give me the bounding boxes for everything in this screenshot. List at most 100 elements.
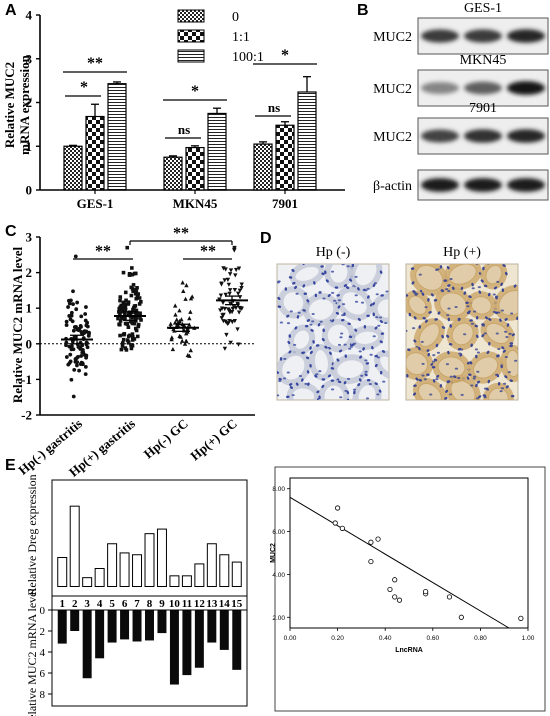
sig-label: ns bbox=[268, 100, 280, 115]
cell-nucleus bbox=[303, 292, 308, 295]
cell-nucleus bbox=[344, 354, 347, 358]
sample-number-label: 4 bbox=[97, 598, 103, 610]
cell-nucleus bbox=[396, 315, 400, 319]
point-hp-pos-gastritis bbox=[126, 312, 131, 316]
point-hp-pos-gastritis bbox=[118, 295, 123, 299]
point-hp-neg-gastritis bbox=[66, 362, 71, 367]
muc2-bar-3 bbox=[82, 610, 92, 679]
point-hp-neg-gastritis bbox=[71, 328, 76, 333]
cell-nucleus bbox=[337, 410, 341, 414]
point-hp-pos-gastritis bbox=[119, 316, 124, 321]
gland-stain bbox=[485, 264, 503, 285]
y-tick-label: 1 bbox=[26, 139, 33, 154]
cell-nucleus bbox=[427, 352, 430, 357]
stroma-nucleus bbox=[413, 292, 417, 295]
blot-band bbox=[464, 129, 502, 143]
cell-nucleus bbox=[482, 266, 485, 271]
point-hp-pos-gastritis bbox=[135, 334, 140, 339]
point-hp-pos-gc bbox=[236, 342, 241, 347]
cell-nucleus bbox=[390, 351, 394, 355]
cell-nucleus bbox=[485, 316, 488, 320]
stroma-nucleus bbox=[474, 348, 479, 351]
stroma-nucleus bbox=[360, 301, 365, 304]
sig-label: ** bbox=[87, 55, 103, 72]
cell-nucleus bbox=[487, 379, 491, 384]
blot-label: MUC2 bbox=[373, 82, 412, 97]
stroma-nucleus bbox=[373, 282, 377, 285]
scatter-point bbox=[396, 597, 403, 603]
cell-nucleus bbox=[286, 314, 290, 318]
point-hp-neg-gc bbox=[179, 338, 185, 343]
stroma-nucleus bbox=[341, 303, 346, 306]
cell-nucleus bbox=[485, 405, 489, 409]
cell-nucleus bbox=[294, 285, 298, 290]
cell-nucleus bbox=[418, 346, 421, 351]
point-hp-pos-gastritis bbox=[118, 311, 122, 316]
point-hp-neg-gc bbox=[169, 335, 175, 340]
point-hp-neg-gastritis bbox=[71, 289, 75, 294]
cell-nucleus bbox=[309, 364, 312, 368]
stroma-nucleus bbox=[341, 264, 345, 266]
scatter-point bbox=[392, 594, 398, 600]
stroma-nucleus bbox=[365, 397, 370, 400]
y-tick-label: 2 bbox=[26, 265, 33, 280]
point-hp-pos-gc bbox=[224, 332, 229, 338]
cell-nucleus bbox=[431, 366, 436, 369]
cell-nucleus bbox=[411, 281, 415, 285]
blot-cell-title: MKN45 bbox=[460, 53, 507, 68]
point-hp-pos-gastritis bbox=[137, 302, 142, 306]
cell-nucleus bbox=[467, 373, 472, 376]
y-tick-label: -2 bbox=[21, 408, 32, 423]
point-hp-pos-gastritis bbox=[130, 338, 135, 342]
panel-e-top-ylabel: Relative Dreg expression bbox=[25, 474, 39, 595]
point-hp-neg-gc bbox=[170, 346, 176, 352]
stroma-nucleus bbox=[414, 293, 418, 296]
cell-nucleus bbox=[338, 349, 343, 353]
stroma-nucleus bbox=[349, 345, 353, 348]
sample-number-label: 12 bbox=[194, 598, 206, 610]
cell-nucleus bbox=[289, 386, 293, 389]
stroma-nucleus bbox=[318, 370, 322, 373]
gland-cytoplasm bbox=[349, 264, 383, 292]
stroma-nucleus bbox=[340, 332, 344, 335]
sig-label: * bbox=[281, 47, 289, 64]
cell-nucleus bbox=[357, 318, 361, 322]
blot-band bbox=[421, 81, 459, 95]
point-hp-neg-gastritis bbox=[87, 331, 91, 336]
point-hp-pos-gastritis bbox=[125, 245, 130, 250]
y-tick-label: 2 bbox=[40, 626, 46, 638]
x-tick-label: 0.00 bbox=[284, 635, 297, 642]
point-hp-neg-gastritis bbox=[84, 353, 89, 358]
muc2-bar-6 bbox=[120, 610, 130, 640]
cell-nucleus bbox=[330, 367, 335, 370]
cell-nucleus bbox=[503, 409, 507, 413]
muc2-bar-2 bbox=[70, 610, 80, 631]
x-category-label: GES-1 bbox=[77, 196, 114, 211]
panel-letter-e: E bbox=[5, 457, 16, 474]
cell-nucleus bbox=[501, 288, 505, 292]
cell-nucleus bbox=[449, 324, 452, 328]
point-hp-pos-gastritis bbox=[123, 307, 128, 312]
gland-stain bbox=[450, 379, 476, 400]
cell-nucleus bbox=[353, 404, 357, 408]
cell-nucleus bbox=[466, 376, 470, 380]
cell-nucleus bbox=[380, 294, 384, 297]
stroma-nucleus bbox=[364, 289, 368, 292]
point-hp-neg-gastritis bbox=[84, 305, 88, 309]
dreg-bar-8 bbox=[144, 533, 155, 588]
dreg-bar-10 bbox=[169, 575, 180, 587]
cell-nucleus bbox=[439, 384, 443, 388]
cell-nucleus bbox=[400, 361, 404, 365]
gland-stain bbox=[439, 292, 467, 317]
y-tick-label: 1 bbox=[26, 301, 33, 316]
cell-nucleus bbox=[504, 318, 508, 321]
point-hp-pos-gc bbox=[239, 282, 244, 287]
point-hp-pos-gastritis bbox=[126, 340, 131, 344]
panel-a-legend: 0 1:1 100:1 bbox=[177, 9, 264, 65]
cell-nucleus bbox=[516, 316, 518, 321]
stroma-nucleus bbox=[454, 367, 459, 370]
cell-nucleus bbox=[513, 284, 517, 288]
cell-nucleus bbox=[425, 319, 428, 323]
cell-nucleus bbox=[343, 284, 348, 288]
muc2-bar-1 bbox=[57, 610, 67, 644]
